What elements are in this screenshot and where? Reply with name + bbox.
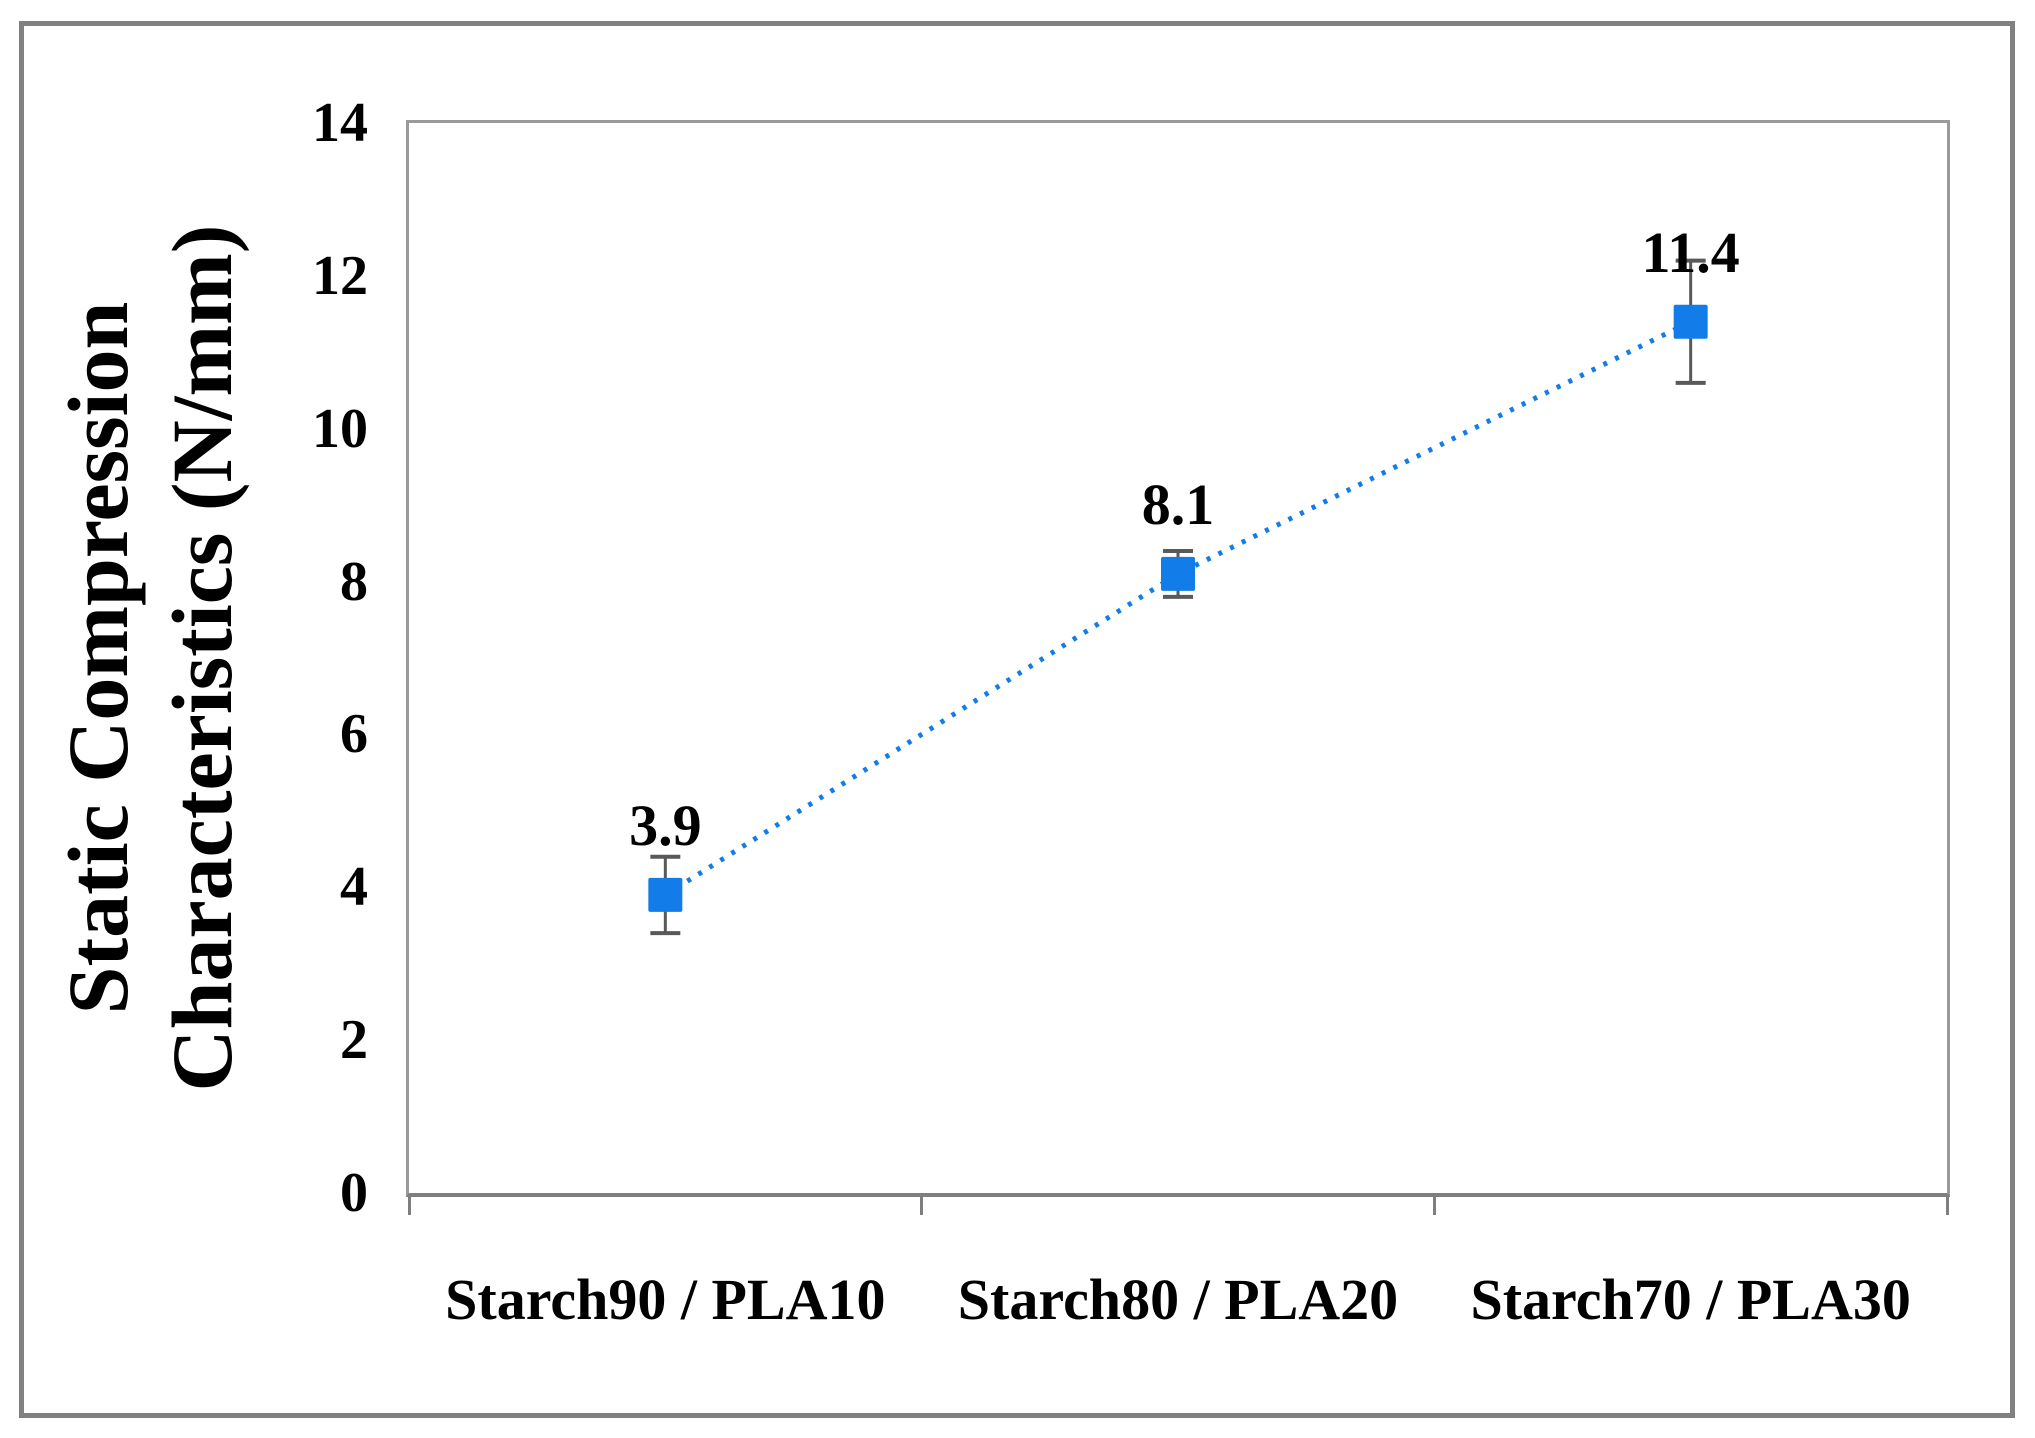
data-point-label-1: 3.9: [629, 792, 702, 858]
data-point-label-3: 11.4: [1641, 219, 1740, 285]
y-tick-label-0: 0: [340, 1162, 368, 1224]
plot-area: [406, 120, 1950, 1197]
x-axis-tick-3: [1945, 1194, 1949, 1215]
y-tick-label-2: 2: [340, 1009, 368, 1072]
data-point-marker-3: [1673, 304, 1708, 339]
series-plot-svg: [648, 258, 1708, 936]
x-axis-tick-2: [1432, 1194, 1436, 1215]
data-point-marker-1: [648, 877, 683, 912]
y-axis-title-line1: Static Compression: [50, 301, 146, 1015]
y-tick-label-12: 12: [312, 244, 368, 307]
y-tick-label-14: 14: [312, 92, 368, 154]
x-axis-tick-0: [407, 1194, 411, 1215]
data-point-marker-2: [1161, 556, 1195, 591]
y-tick-label-4: 4: [340, 856, 368, 919]
y-tick-label-6: 6: [340, 703, 368, 766]
y-axis-title: Static Compression Characteristics (N/mm…: [46, 58, 254, 1258]
y-tick-label-8: 8: [340, 550, 368, 613]
y-axis-title-line2: Characteristics (N/mm): [154, 224, 250, 1092]
x-category-label-1: Starch90 / PLA10: [445, 1267, 886, 1332]
data-point-label-2: 8.1: [1141, 471, 1215, 537]
y-tick-label-10: 10: [312, 397, 368, 460]
x-category-label-3: Starch70 / PLA30: [1470, 1267, 1911, 1332]
x-category-label-2: Starch80 / PLA20: [957, 1267, 1399, 1332]
x-axis-tick-1: [920, 1194, 924, 1215]
